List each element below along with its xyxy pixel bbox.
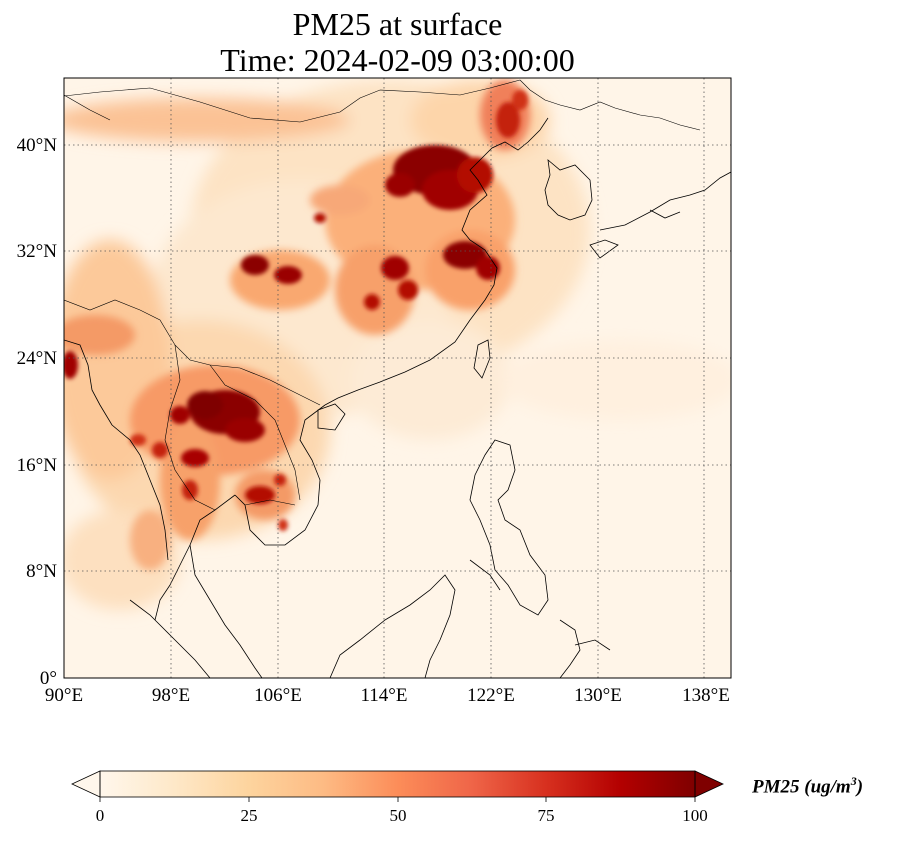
colorbar: 0 25 50 75 100: [71, 770, 724, 825]
colorbar-tick: 25: [241, 806, 258, 825]
lon-tick: 98°E: [152, 685, 190, 706]
colorbar-label: PM25 (ug/m3): [752, 774, 863, 798]
lat-tick: 16°N: [17, 455, 58, 476]
map-frame: [63, 77, 732, 679]
colorbar-tick: 50: [390, 806, 407, 825]
lat-tick: 8°N: [26, 561, 57, 582]
latitude-tick-labels: 0° 8°N 16°N 24°N 32°N 40°N: [17, 135, 58, 689]
lat-tick: 0°: [40, 668, 57, 689]
lon-tick: 122°E: [467, 685, 515, 706]
lon-tick: 138°E: [682, 685, 730, 706]
lon-tick: 114°E: [361, 685, 408, 706]
lon-tick: 106°E: [254, 685, 302, 706]
map-panel: [64, 78, 731, 678]
map-title-line1: PM25 at surface: [292, 6, 503, 42]
colorbar-label-sup: 3: [850, 774, 857, 788]
lon-tick: 130°E: [574, 685, 622, 706]
lon-tick: 90°E: [45, 685, 83, 706]
longitude-tick-labels: 90°E 98°E 106°E 114°E 122°E 130°E 138°E: [45, 685, 730, 706]
colorbar-label-end: ): [856, 776, 864, 798]
colorbar-tick: 100: [682, 806, 708, 825]
lat-tick: 40°N: [17, 135, 58, 156]
colorbar-label-main: PM25 (ug/m: [752, 776, 851, 798]
map-title-line2: Time: 2024-02-09 03:00:00: [220, 42, 575, 78]
coastlines-and-borders: [64, 79, 731, 678]
colorbar-tick: 0: [96, 806, 105, 825]
map-gridlines: [64, 78, 731, 678]
pm25-hotspots: [64, 90, 528, 531]
colorbar-tick: 75: [538, 806, 555, 825]
lat-tick: 32°N: [17, 241, 58, 262]
lat-tick: 24°N: [17, 348, 58, 369]
